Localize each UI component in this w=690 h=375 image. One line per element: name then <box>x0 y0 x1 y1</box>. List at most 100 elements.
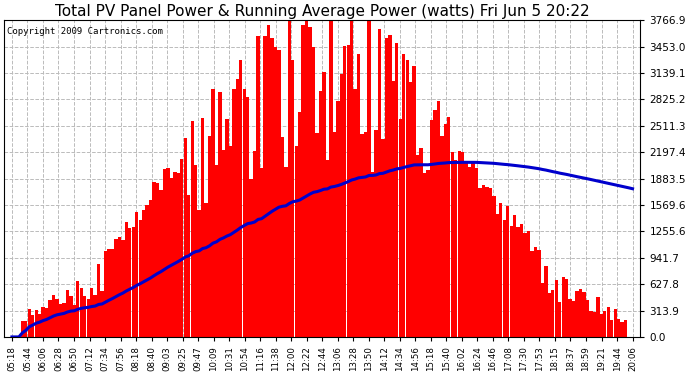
Bar <box>246 97 249 337</box>
Bar <box>302 24 305 337</box>
Bar <box>350 20 353 337</box>
Bar <box>121 240 125 337</box>
Bar <box>603 311 607 337</box>
Bar <box>111 249 114 337</box>
Bar <box>433 110 437 337</box>
Bar <box>253 152 256 337</box>
Bar <box>319 91 322 337</box>
Bar <box>399 119 402 337</box>
Bar <box>264 36 267 337</box>
Bar <box>190 122 194 337</box>
Bar <box>579 289 582 337</box>
Bar <box>243 89 246 337</box>
Bar <box>461 152 464 337</box>
Bar <box>146 206 149 337</box>
Bar <box>322 72 326 337</box>
Bar <box>444 124 447 337</box>
Bar <box>572 301 575 337</box>
Bar <box>270 38 274 337</box>
Bar <box>457 151 461 337</box>
Bar <box>538 250 540 337</box>
Bar <box>524 233 526 337</box>
Bar <box>527 231 530 337</box>
Bar <box>336 101 339 337</box>
Bar <box>166 168 170 337</box>
Bar <box>163 169 166 337</box>
Bar <box>451 153 454 337</box>
Bar <box>108 249 110 337</box>
Bar <box>388 35 391 337</box>
Bar <box>468 167 471 337</box>
Bar <box>100 291 104 337</box>
Bar <box>132 226 135 337</box>
Bar <box>267 25 270 337</box>
Bar <box>464 161 468 337</box>
Bar <box>406 60 409 337</box>
Bar <box>34 310 38 337</box>
Bar <box>339 74 343 337</box>
Bar <box>215 165 218 337</box>
Bar <box>21 321 24 337</box>
Bar <box>62 303 66 337</box>
Bar <box>562 277 565 337</box>
Bar <box>360 134 364 337</box>
Bar <box>184 138 187 337</box>
Bar <box>326 159 329 337</box>
Bar <box>516 227 520 337</box>
Bar <box>298 112 302 337</box>
Bar <box>499 202 502 337</box>
Bar <box>208 136 211 337</box>
Bar <box>600 314 603 337</box>
Title: Total PV Panel Power & Running Average Power (watts) Fri Jun 5 20:22: Total PV Panel Power & Running Average P… <box>55 4 589 19</box>
Bar <box>139 220 142 337</box>
Bar <box>218 93 221 337</box>
Bar <box>582 291 586 337</box>
Bar <box>416 156 420 337</box>
Bar <box>201 118 204 337</box>
Bar <box>558 302 562 337</box>
Bar <box>180 159 184 337</box>
Bar <box>295 146 298 337</box>
Bar <box>260 168 264 337</box>
Bar <box>194 165 197 337</box>
Bar <box>624 320 627 337</box>
Bar <box>315 133 319 337</box>
Bar <box>305 20 308 337</box>
Bar <box>617 319 620 337</box>
Bar <box>610 320 613 337</box>
Bar <box>454 160 457 337</box>
Bar <box>45 308 48 337</box>
Bar <box>329 20 333 337</box>
Bar <box>128 228 132 337</box>
Bar <box>288 20 291 337</box>
Bar <box>520 224 523 337</box>
Bar <box>281 137 284 337</box>
Bar <box>371 172 374 337</box>
Text: Copyright 2009 Cartronics.com: Copyright 2009 Cartronics.com <box>8 27 164 36</box>
Bar <box>274 47 277 337</box>
Bar <box>187 195 190 337</box>
Bar <box>506 206 509 337</box>
Bar <box>402 54 406 337</box>
Bar <box>118 237 121 337</box>
Bar <box>204 203 208 337</box>
Bar <box>235 80 239 337</box>
Bar <box>475 168 478 337</box>
Bar <box>509 226 513 337</box>
Bar <box>482 185 485 337</box>
Bar <box>478 188 482 337</box>
Bar <box>38 314 41 337</box>
Bar <box>55 299 59 337</box>
Bar <box>534 247 537 337</box>
Bar <box>513 215 516 337</box>
Bar <box>551 290 555 337</box>
Bar <box>569 300 572 337</box>
Bar <box>620 322 624 337</box>
Bar <box>149 200 152 337</box>
Bar <box>177 173 180 337</box>
Bar <box>232 89 235 337</box>
Bar <box>364 132 367 337</box>
Bar <box>228 146 232 337</box>
Bar <box>565 279 569 337</box>
Bar <box>548 293 551 337</box>
